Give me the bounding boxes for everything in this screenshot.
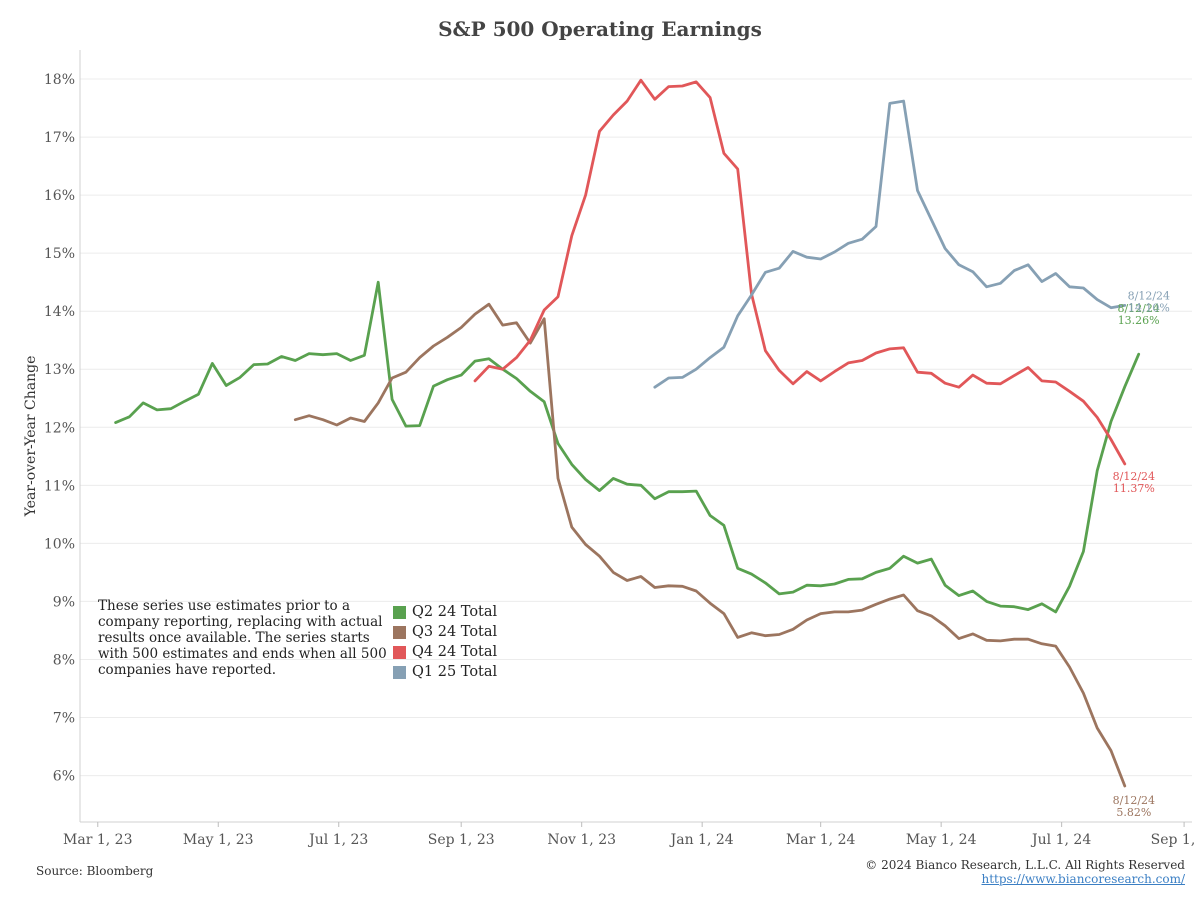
legend: Q2 24 Total Q3 24 Total Q4 24 Total Q1 25 T… — [393, 602, 497, 682]
y-tick-label: 9% — [53, 594, 75, 610]
copyright-block: © 2024 Bianco Research, L.L.C. All Right… — [865, 858, 1185, 886]
end-labels: 8/12/2413.26%8/12/245.82%8/12/2411.37%8/… — [1113, 289, 1170, 819]
legend-item: Q2 24 Total — [393, 602, 497, 622]
y-tick-label: 11% — [44, 478, 75, 494]
legend-item: Q1 25 Total — [393, 662, 497, 682]
y-tick-label: 18% — [44, 72, 75, 88]
legend-label: Q2 24 Total — [412, 604, 498, 620]
x-tick-label: May 1, 23 — [183, 832, 254, 848]
y-tick-label: 8% — [53, 652, 75, 668]
y-axis-label: Year-over-Year Change — [23, 356, 39, 518]
end-label-date: 8/12/24 — [1117, 302, 1159, 315]
y-tick-label: 17% — [44, 130, 75, 146]
end-label-date: 8/12/24 — [1128, 289, 1170, 302]
end-label-value: 14.10% — [1128, 301, 1170, 314]
x-tick-label: Sep 1, 23 — [428, 832, 495, 848]
end-label-date: 8/12/24 — [1113, 794, 1155, 807]
x-tick-label: May 1, 24 — [906, 832, 977, 848]
end-label-date: 8/12/24 — [1113, 470, 1155, 483]
y-tick-label: 13% — [44, 362, 75, 378]
x-tick-label: Jan 1, 24 — [669, 832, 734, 848]
y-tick-label: 15% — [44, 246, 75, 262]
legend-label: Q3 24 Total — [412, 624, 498, 640]
copyright-text: © 2024 Bianco Research, L.L.C. All Right… — [865, 858, 1185, 872]
axes: 6% 7% 8% 9% 10% 11% 12% 13% 14% 15% 16% 17% 18% Mar 1… — [44, 50, 1200, 848]
x-tick-label: Nov 1, 23 — [547, 832, 616, 848]
legend-swatch — [393, 625, 406, 639]
legend-swatch — [393, 605, 406, 619]
legend-item: Q3 24 Total — [393, 622, 497, 642]
source-text: Source: Bloomberg — [36, 864, 154, 878]
gridlines — [80, 78, 1192, 777]
end-label-value: 11.37% — [1113, 482, 1155, 495]
series-line-q3-24-total — [293, 302, 1127, 788]
y-tick-label: 10% — [44, 536, 75, 552]
legend-item: Q4 24 Total — [393, 642, 497, 662]
chart-note: These series use estimates prior to a co… — [98, 598, 387, 678]
end-label-value: 5.82% — [1116, 806, 1151, 819]
legend-swatch — [393, 645, 406, 659]
x-tick-label: Mar 1, 23 — [63, 832, 132, 848]
series-line-q1-25-total — [653, 99, 1127, 389]
website-link[interactable]: https://www.biancoresearch.com/ — [981, 872, 1185, 886]
x-tick-label: Jul 1, 24 — [1030, 832, 1091, 848]
y-tick-label: 12% — [44, 420, 75, 436]
y-tick-label: 16% — [44, 188, 75, 204]
series-line-q4-24-total — [473, 78, 1127, 466]
series-lines — [114, 78, 1141, 788]
y-tick-label: 6% — [53, 769, 75, 785]
x-tick-label: Mar 1, 24 — [786, 832, 856, 848]
series-line-q2-24-total — [114, 280, 1141, 614]
end-label-value: 13.26% — [1118, 314, 1160, 327]
y-tick-label: 14% — [44, 304, 75, 320]
y-tick-label: 7% — [53, 711, 75, 727]
x-tick-label: Jul 1, 23 — [307, 832, 368, 848]
x-tick-label: Sep 1, 24 — [1151, 832, 1200, 848]
legend-label: Q1 25 Total — [412, 664, 498, 680]
chart-title: S&P 500 Operating Earnings — [438, 17, 762, 41]
legend-label: Q4 24 Total — [412, 644, 498, 660]
legend-swatch — [393, 665, 406, 679]
